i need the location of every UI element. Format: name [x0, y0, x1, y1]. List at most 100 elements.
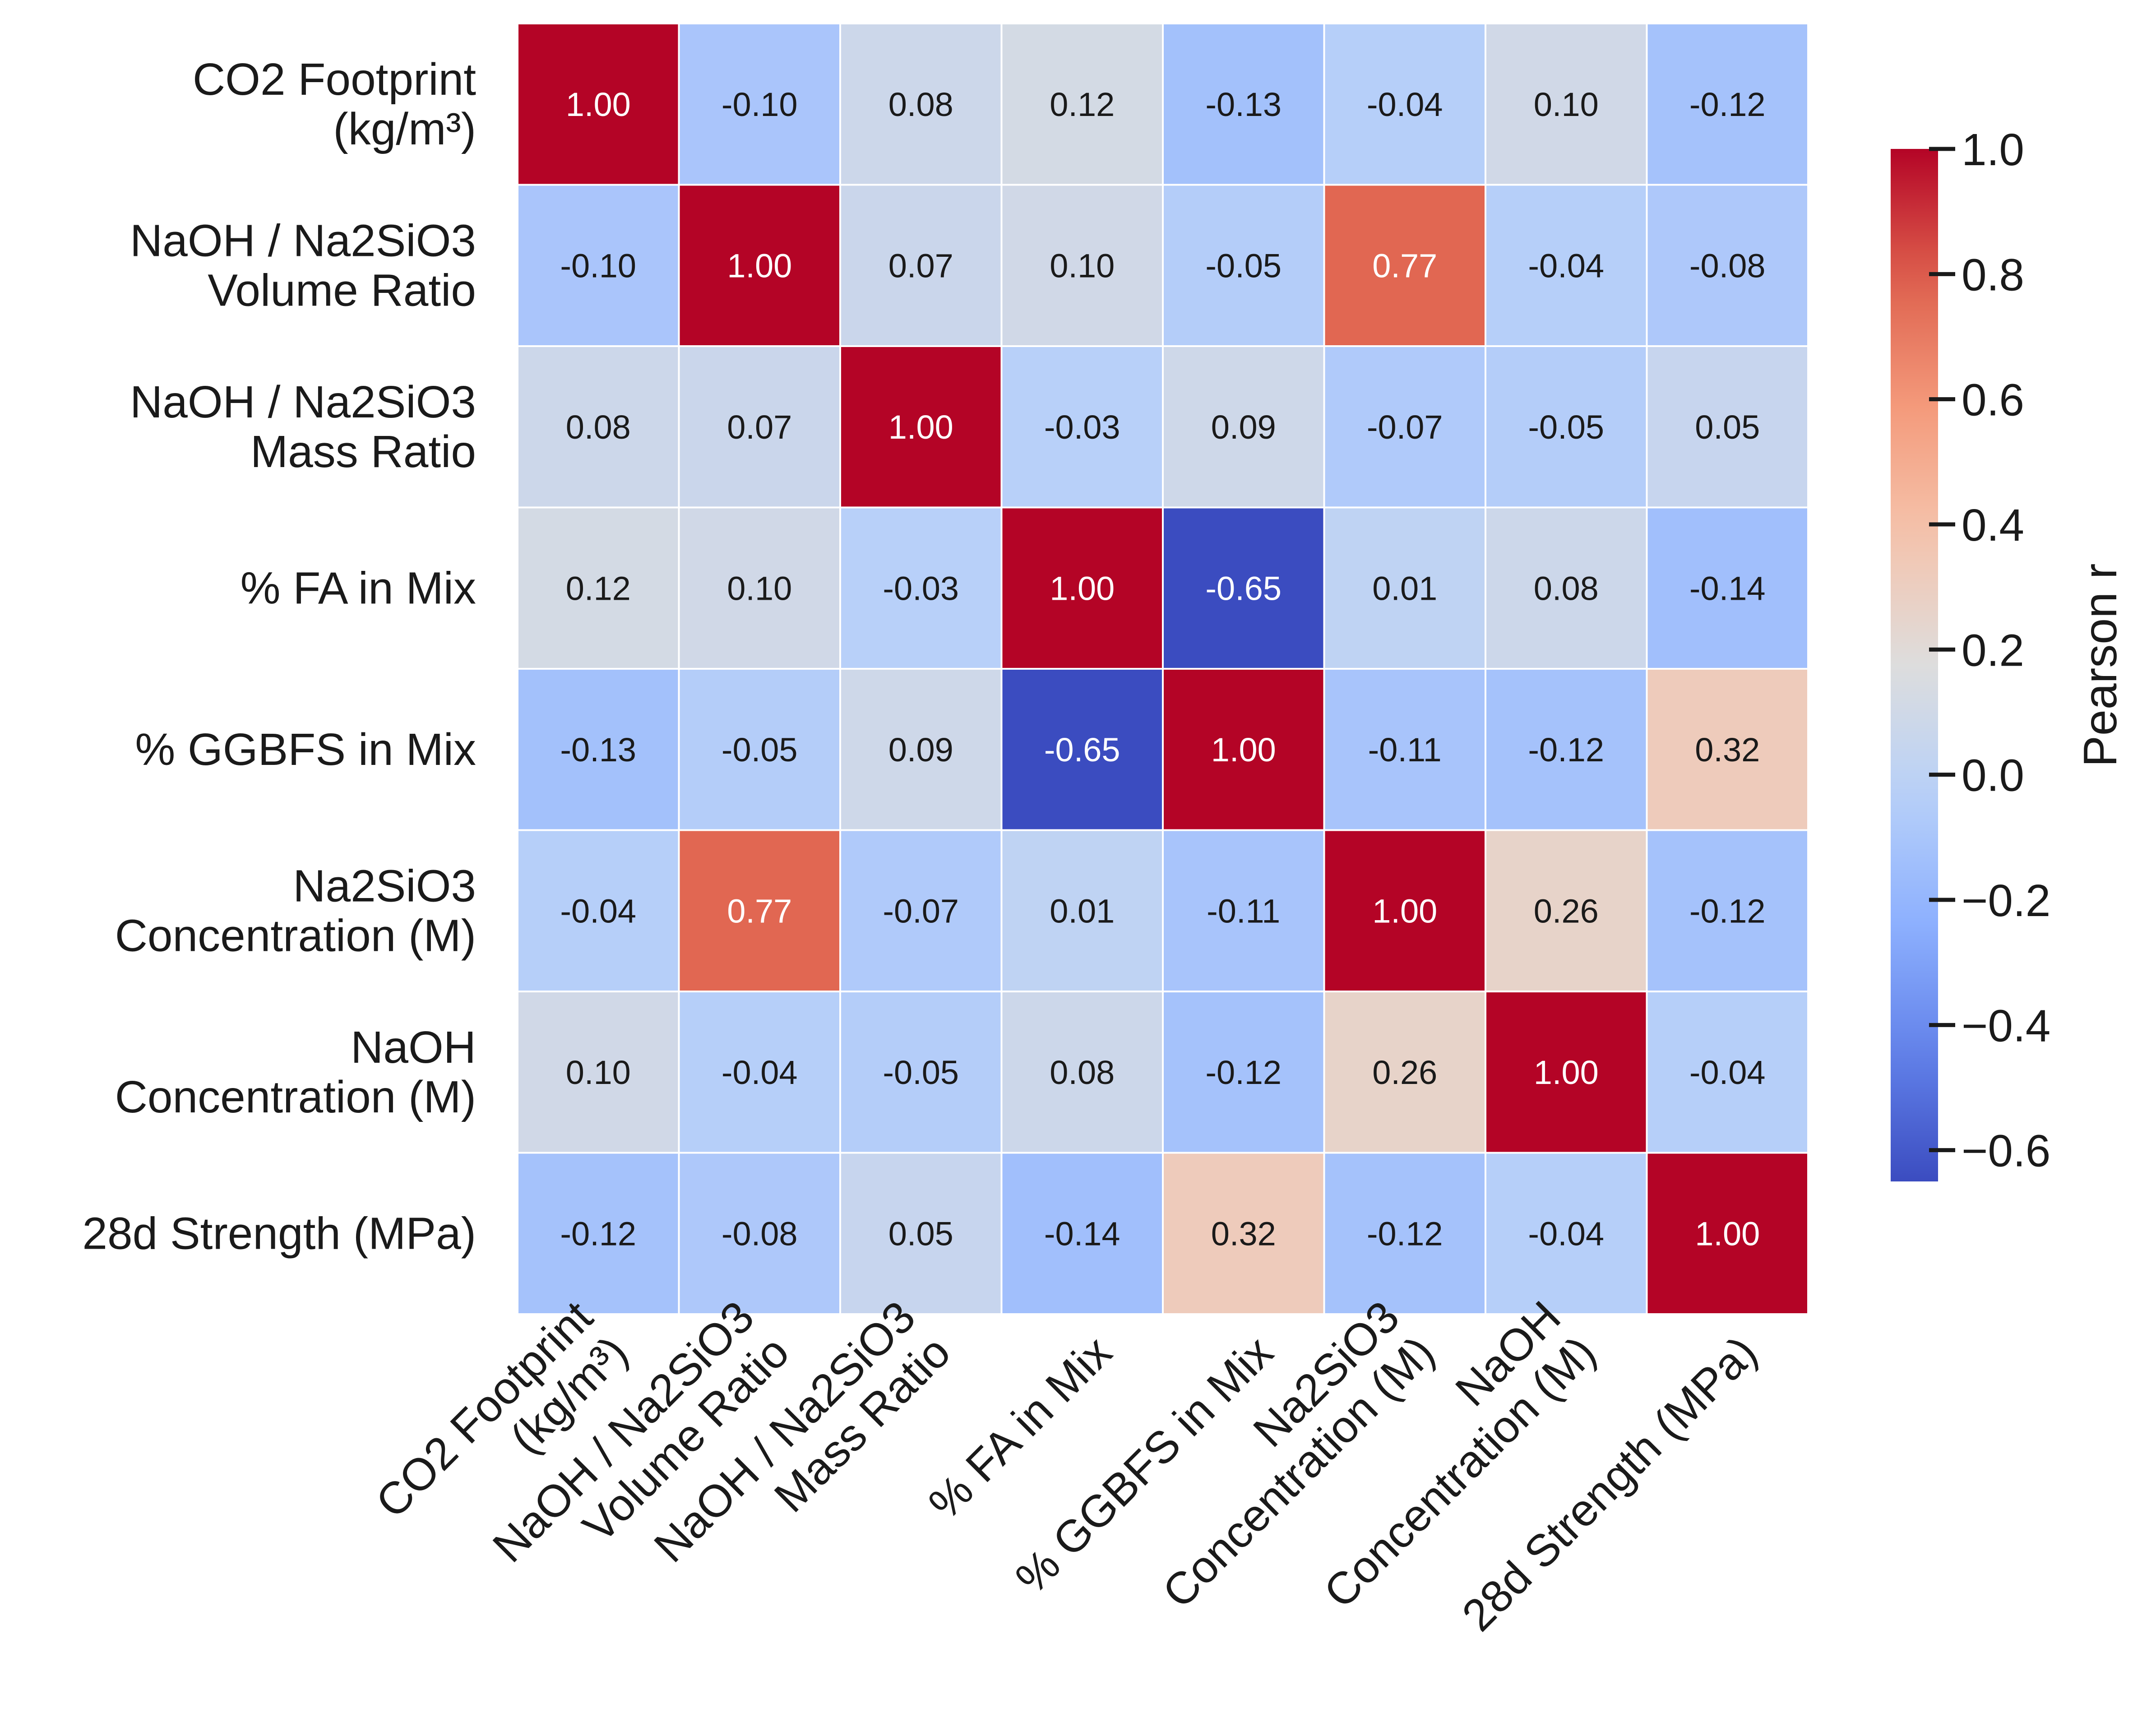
heatmap-cell-r5-c2: [839, 829, 1003, 992]
y-label-na2sio3-concentration-m: Na2SiO3 Concentration (M): [115, 861, 476, 961]
heatmap-cell-r1-c1: [678, 184, 841, 347]
colorbar-tick-label: 1.0: [1962, 125, 2024, 175]
heatmap-cell-r2-c1: [678, 345, 841, 509]
cell-value-r5-c3: 0.01: [1050, 892, 1115, 930]
cell-value-r3-c1: 0.10: [727, 570, 792, 607]
cell-value-r2-c1: 0.07: [727, 408, 792, 446]
heatmap-cell-r4-c5: [1323, 668, 1486, 831]
heatmap-cell-r0-c0: [517, 23, 680, 186]
cell-value-r5-c1: 0.77: [727, 892, 792, 930]
cell-value-r3-c0: 0.12: [566, 570, 631, 607]
heatmap-cell-r6-c4: [1162, 991, 1325, 1154]
cell-value-r6-c2: -0.05: [883, 1054, 959, 1091]
colorbar-tick-label: 0.8: [1962, 250, 2024, 300]
y-label-co2-footprint-kg-m: CO2 Footprint (kg/m³): [193, 54, 476, 154]
y-label-28d-strength-mpa: 28d Strength (MPa): [82, 1208, 476, 1259]
cell-value-r1-c0: -0.10: [560, 247, 636, 284]
cell-value-r0-c6: 0.10: [1534, 86, 1599, 123]
heatmap-cell-r7-c5: [1323, 1152, 1486, 1315]
cell-value-r2-c3: -0.03: [1044, 408, 1120, 446]
cell-value-r6-c5: 0.26: [1372, 1054, 1437, 1091]
cell-value-r5-c0: -0.04: [560, 892, 636, 930]
colorbar-tick-label: −0.2: [1962, 875, 2050, 926]
cell-value-r2-c2: 1.00: [888, 408, 953, 446]
heatmap-cell-r2-c0: [517, 345, 680, 509]
heatmap-cell-r7-c0: [517, 1152, 680, 1315]
heatmap-cell-r5-c5: [1323, 829, 1486, 992]
heatmap-cell-r1-c4: [1162, 184, 1325, 347]
heatmap-cell-r6-c6: [1485, 991, 1648, 1154]
heatmap-cell-r6-c1: [678, 991, 841, 1154]
heatmap-cell-r5-c4: [1162, 829, 1325, 992]
heatmap-cell-r0-c4: [1162, 23, 1325, 186]
colorbar-tick-label: 0.6: [1962, 375, 2024, 426]
cell-value-r7-c4: 0.32: [1211, 1215, 1276, 1252]
cell-value-r7-c1: -0.08: [722, 1215, 798, 1252]
cell-value-r2-c5: -0.07: [1367, 408, 1443, 446]
cell-value-r7-c6: -0.04: [1528, 1215, 1604, 1252]
colorbar-tick-label: −0.6: [1962, 1126, 2050, 1176]
cell-value-r0-c5: -0.04: [1367, 86, 1443, 123]
cell-value-r6-c4: -0.12: [1205, 1054, 1282, 1091]
cell-value-r4-c1: -0.05: [722, 731, 798, 769]
cell-value-r2-c6: -0.05: [1528, 408, 1604, 446]
cell-value-r6-c6: 1.00: [1534, 1054, 1599, 1091]
heatmap-cells: 1.00 -0.10 0.08 0.12 -0.13 -0.04 0.10 -0.12 -0.1…: [517, 23, 1809, 1315]
cell-value-r3-c7: -0.14: [1689, 570, 1766, 607]
colorbar-label: Pearson r: [2074, 564, 2127, 767]
heatmap-cell-r3-c4: [1162, 506, 1325, 670]
cell-value-r4-c5: -0.11: [1368, 731, 1442, 769]
cell-value-r6-c3: 0.08: [1050, 1054, 1115, 1091]
y-label-naoh-concentration-m: NaOH Concentration (M): [115, 1022, 476, 1122]
cell-value-r0-c1: -0.10: [722, 86, 798, 123]
heatmap-cell-r7-c3: [1000, 1152, 1164, 1315]
cell-value-r4-c2: 0.09: [888, 731, 953, 769]
colorbar-tick-label: 0.4: [1962, 500, 2024, 551]
heatmap-cell-r4-c3: [1000, 668, 1164, 831]
heatmap-cell-r1-c5: [1323, 184, 1486, 347]
heatmap-cell-r0-c1: [678, 23, 841, 186]
heatmap-cell-r2-c7: [1646, 345, 1809, 509]
cell-value-r7-c0: -0.12: [560, 1215, 636, 1252]
cell-value-r3-c3: 1.00: [1050, 570, 1115, 607]
y-label-naoh-na2sio3-mass-ratio: NaOH / Na2SiO3 Mass Ratio: [130, 377, 476, 477]
cell-value-r7-c5: -0.12: [1367, 1215, 1443, 1252]
y-axis-labels: CO2 Footprint (kg/m³) NaOH / Na2SiO3 Volume…: [82, 54, 476, 1259]
cell-value-r6-c1: -0.04: [722, 1054, 798, 1091]
heatmap-cell-r6-c5: [1323, 991, 1486, 1154]
cell-value-r0-c4: -0.13: [1205, 86, 1282, 123]
y-label-ggbfs-in-mix: % GGBFS in Mix: [135, 724, 476, 775]
cell-value-r2-c7: 0.05: [1695, 408, 1760, 446]
heatmap-cell-r4-c4: [1162, 668, 1325, 831]
heatmap-cell-r1-c3: [1000, 184, 1164, 347]
cell-value-r1-c5: 0.77: [1372, 247, 1437, 284]
heatmap-cell-r0-c2: [839, 23, 1003, 186]
cell-value-r3-c6: 0.08: [1534, 570, 1599, 607]
heatmap-cell-r2-c2: [839, 345, 1003, 509]
cell-value-r1-c7: -0.08: [1689, 247, 1766, 284]
cell-value-r0-c2: 0.08: [888, 86, 953, 123]
colorbar-tick-label: 0.2: [1962, 625, 2024, 676]
cell-value-r3-c4: -0.65: [1205, 570, 1282, 607]
heatmap-cell-r7-c7: [1646, 1152, 1809, 1315]
cell-value-r2-c0: 0.08: [566, 408, 631, 446]
cell-value-r7-c7: 1.00: [1695, 1215, 1760, 1252]
cell-value-r1-c3: 0.10: [1050, 247, 1115, 284]
heatmap-cell-r5-c7: [1646, 829, 1809, 992]
heatmap-cell-r5-c6: [1485, 829, 1648, 992]
heatmap-cell-r4-c2: [839, 668, 1003, 831]
cell-value-r7-c2: 0.05: [888, 1215, 953, 1252]
heatmap-cell-r0-c3: [1000, 23, 1164, 186]
heatmap-cell-r6-c0: [517, 991, 680, 1154]
cell-value-r5-c5: 1.00: [1372, 892, 1437, 930]
y-label-fa-in-mix: % FA in Mix: [241, 563, 476, 613]
heatmap-cell-r7-c4: [1162, 1152, 1325, 1315]
colorbar: 1.0 0.8 0.6 0.4 0.2 0.0 −0.2 −0.4 −0.6 Pearson r: [1891, 125, 2127, 1181]
heatmap-cell-r2-c6: [1485, 345, 1648, 509]
heatmap-cell-r3-c3: [1000, 506, 1164, 670]
cell-value-r4-c4: 1.00: [1211, 731, 1276, 769]
cell-value-r5-c2: -0.07: [883, 892, 959, 930]
cell-value-r4-c0: -0.13: [560, 731, 636, 769]
cell-value-r7-c3: -0.14: [1044, 1215, 1120, 1252]
